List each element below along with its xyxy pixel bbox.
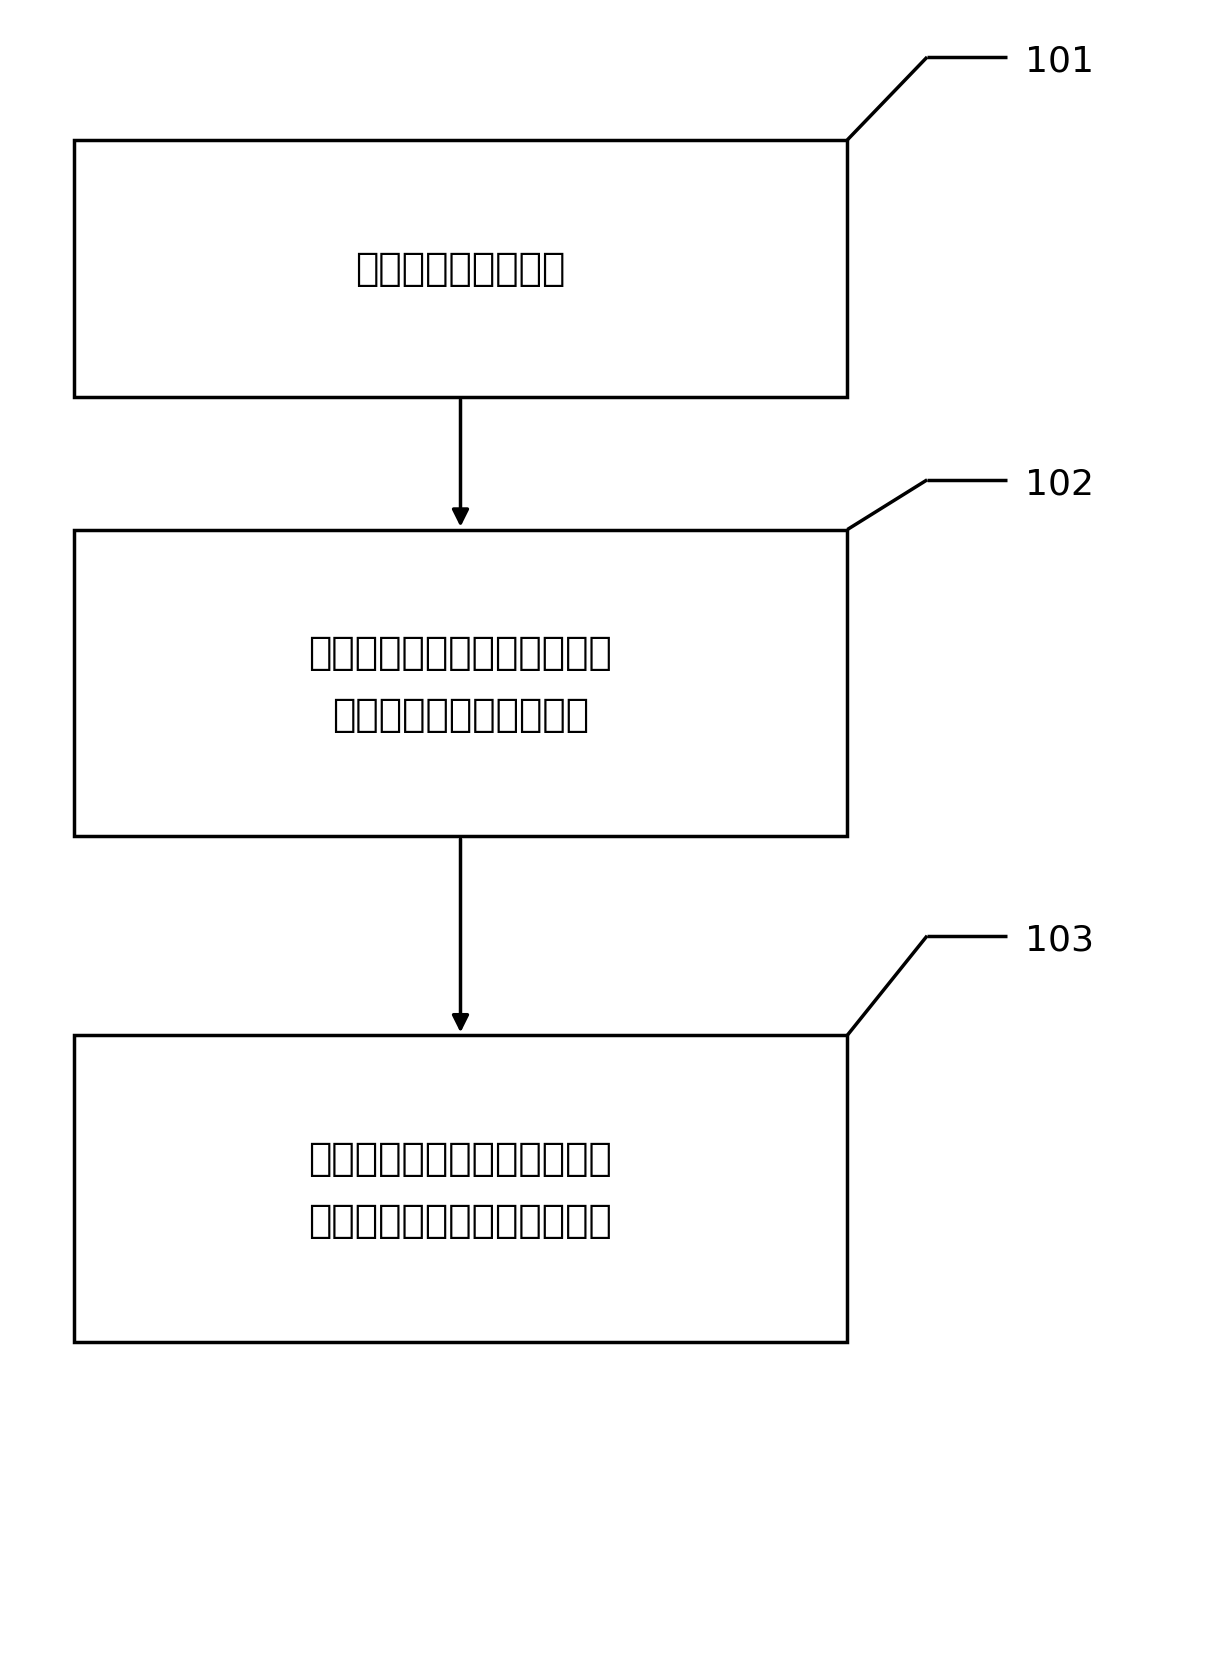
Bar (74, 530, 847, 837)
Text: 对所述直径曲线执行曲线拟合
处理，得到血管特征曲线: 对所述直径曲线执行曲线拟合 处理，得到血管特征曲线 (308, 633, 613, 734)
Text: 101: 101 (1025, 45, 1094, 78)
Bar (74, 1036, 847, 1342)
Text: 102: 102 (1025, 467, 1094, 500)
Text: 获取血管的直径曲线: 获取血管的直径曲线 (355, 250, 566, 288)
Text: 103: 103 (1025, 923, 1094, 956)
Bar (74, 141, 847, 398)
Text: 根据所述直径曲线及所述血管
特征曲线筛选出血管异常区域: 根据所述直径曲线及所述血管 特征曲线筛选出血管异常区域 (308, 1138, 613, 1239)
